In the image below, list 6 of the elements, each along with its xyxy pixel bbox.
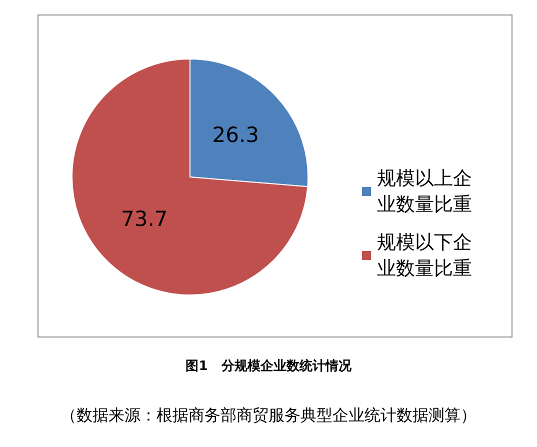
data-label: 73.7 <box>121 207 168 232</box>
text: 图1 分规模企业数统计情况 <box>186 358 352 374</box>
legend-label: 规模以下企业数量比重 <box>377 232 472 280</box>
text: （数据来源：根据商务部商贸服务典型企业统计数据测算） <box>60 406 476 424</box>
legend-label: 规模以上企业数量比重 <box>377 168 472 216</box>
data-label: 26.3 <box>212 122 259 147</box>
